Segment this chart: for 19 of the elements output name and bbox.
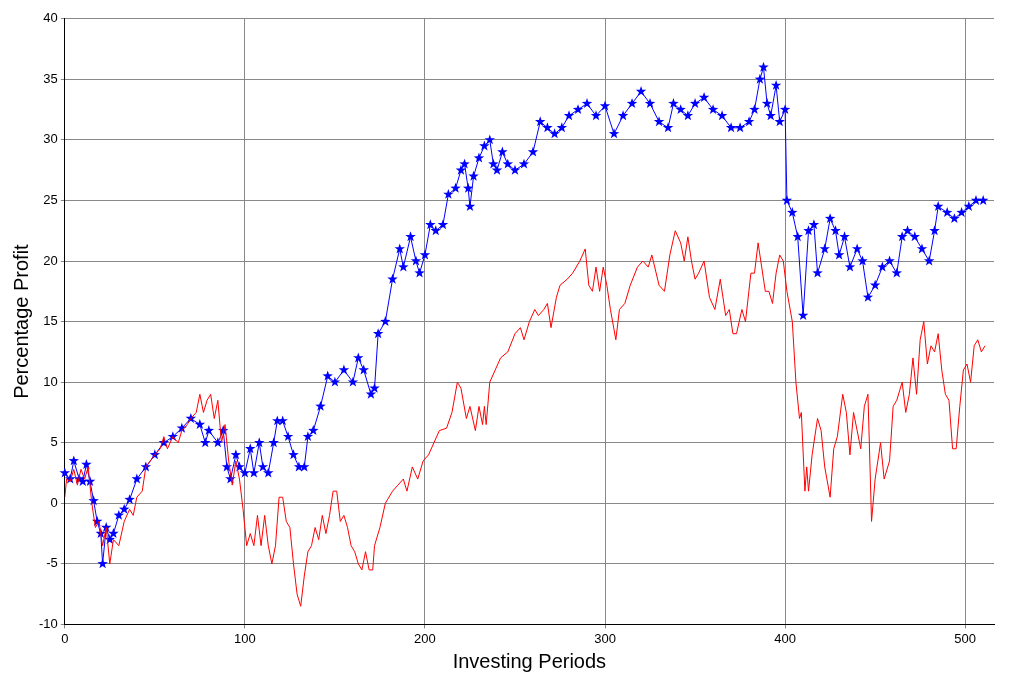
- y-tick-label: 30: [43, 131, 58, 147]
- y-tick-label: 0: [50, 494, 58, 510]
- x-tick-label: 0: [61, 630, 69, 646]
- x-tick-label: 100: [234, 630, 256, 646]
- y-tick-label: 35: [43, 70, 58, 86]
- x-tick-label: 300: [594, 630, 616, 646]
- y-tick-label: 20: [43, 252, 58, 268]
- y-tick-label: 5: [50, 434, 58, 450]
- y-tick-label: -10: [38, 615, 58, 631]
- y-tick-label: 40: [43, 10, 58, 26]
- x-tick-label: 500: [954, 630, 977, 646]
- y-tick-label: 25: [43, 192, 58, 208]
- x-tick-label: 400: [774, 630, 796, 646]
- x-tick-label: 200: [414, 630, 436, 646]
- y-tick-label: -5: [46, 555, 58, 571]
- y-axis-title: Percentage Profit: [9, 243, 32, 399]
- x-axis-title: Investing Periods: [452, 649, 607, 672]
- y-tick-label: 15: [43, 313, 58, 329]
- y-tick-label: 10: [43, 373, 58, 389]
